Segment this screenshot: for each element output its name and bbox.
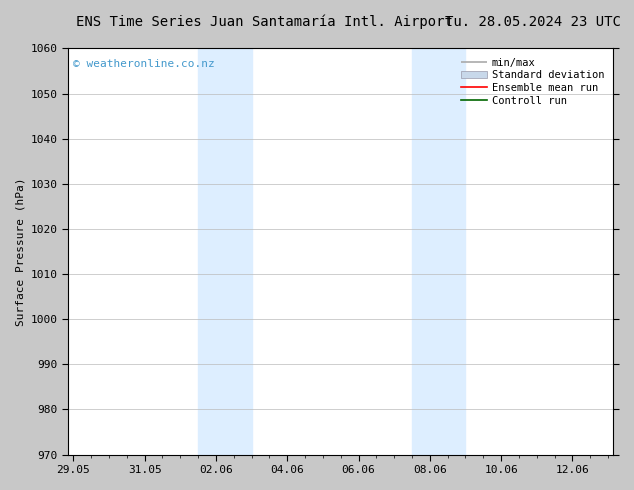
Text: Tu. 28.05.2024 23 UTC: Tu. 28.05.2024 23 UTC	[446, 15, 621, 29]
Text: ENS Time Series Juan Santamaría Intl. Airport: ENS Time Series Juan Santamaría Intl. Ai…	[76, 15, 453, 29]
Bar	[412, 49, 465, 455]
Y-axis label: Surface Pressure (hPa): Surface Pressure (hPa)	[15, 177, 25, 326]
Legend: min/max, Standard deviation, Ensemble mean run, Controll run: min/max, Standard deviation, Ensemble me…	[457, 53, 608, 110]
Bar	[198, 49, 252, 455]
Text: © weatheronline.co.nz: © weatheronline.co.nz	[74, 58, 215, 69]
